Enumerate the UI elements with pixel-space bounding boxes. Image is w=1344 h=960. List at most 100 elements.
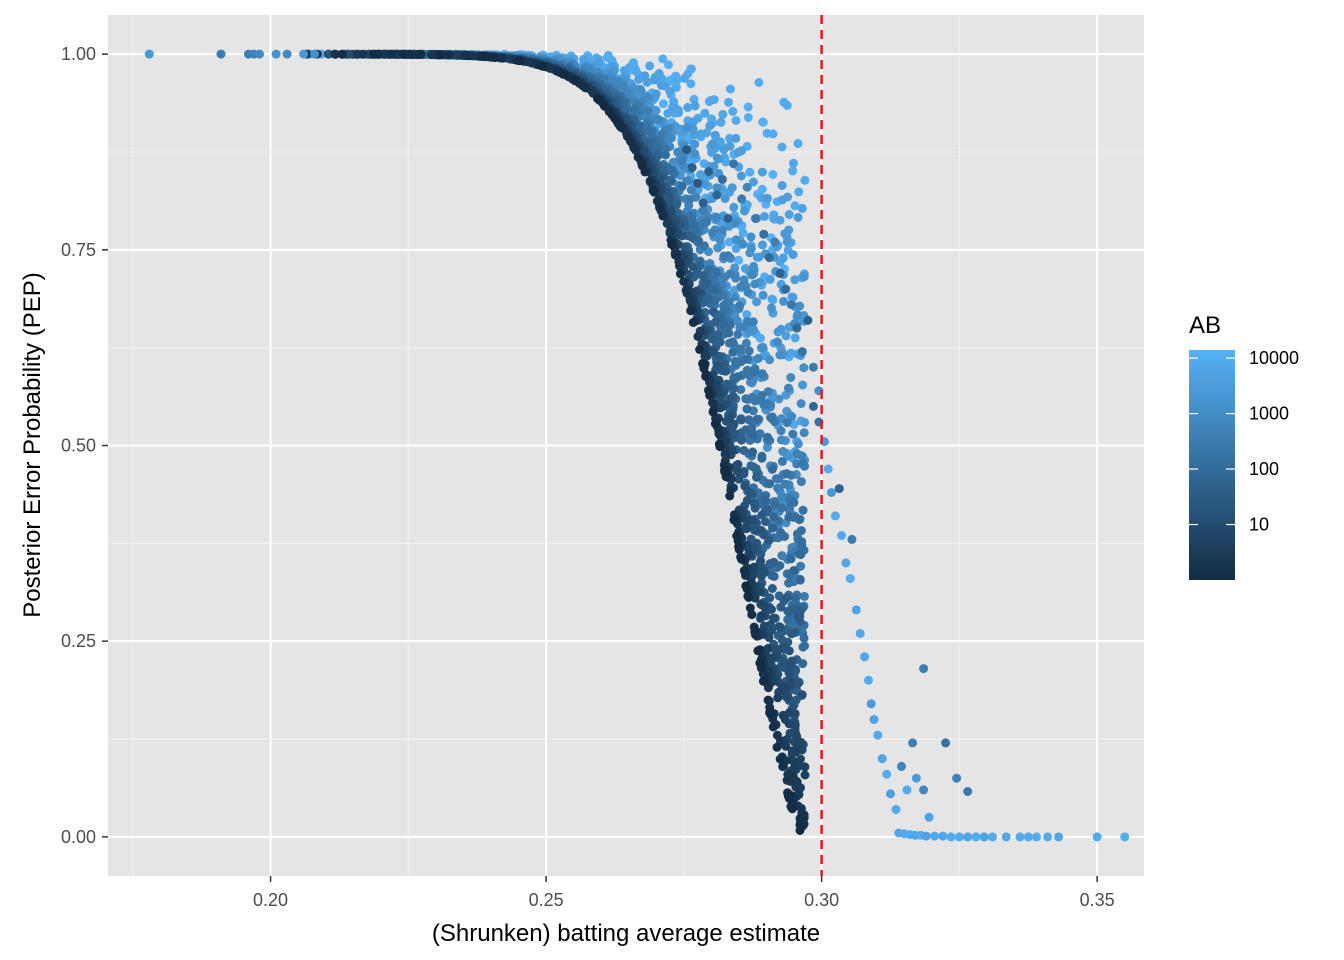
data-point	[593, 58, 603, 68]
data-point	[688, 261, 698, 271]
data-point	[664, 60, 673, 70]
data-point	[724, 328, 734, 338]
data-point	[851, 605, 861, 615]
data-point	[720, 467, 730, 477]
data-point	[444, 50, 454, 60]
data-point	[750, 367, 759, 377]
data-point	[728, 106, 738, 116]
data-point	[799, 633, 809, 643]
data-point	[783, 774, 793, 784]
data-point	[877, 754, 887, 764]
data-point	[796, 399, 806, 409]
data-point	[710, 130, 720, 140]
data-point	[784, 668, 794, 678]
data-point	[727, 183, 737, 193]
data-point	[770, 237, 780, 247]
data-point	[690, 149, 700, 159]
data-point	[765, 479, 774, 489]
data-point	[1023, 832, 1033, 842]
data-point	[823, 464, 833, 474]
data-point	[744, 415, 754, 425]
data-point	[979, 832, 989, 842]
data-point	[743, 591, 753, 601]
data-point	[924, 812, 934, 822]
data-point	[619, 81, 628, 91]
data-point	[800, 418, 810, 427]
data-point	[776, 528, 786, 537]
data-point	[658, 211, 668, 221]
y-tick-label: 0.75	[61, 240, 96, 260]
data-point	[672, 200, 681, 210]
data-point	[897, 761, 906, 771]
data-point	[795, 301, 805, 311]
data-point	[729, 515, 739, 525]
data-point	[789, 158, 798, 168]
data-point	[681, 286, 691, 295]
data-point	[732, 531, 742, 541]
data-point	[777, 551, 787, 561]
data-point	[742, 182, 752, 192]
data-point	[645, 61, 655, 71]
data-point	[779, 97, 789, 107]
data-point	[683, 102, 693, 112]
data-point	[794, 187, 804, 197]
data-point	[673, 105, 683, 115]
data-point	[770, 499, 780, 509]
data-point	[763, 193, 772, 203]
data-point	[737, 435, 747, 445]
data-point	[793, 212, 803, 222]
color-legend: AB 10 100 1000 10000	[1189, 312, 1299, 580]
data-point	[736, 414, 746, 424]
data-point	[798, 505, 808, 515]
data-point	[700, 351, 710, 361]
data-point	[780, 479, 790, 489]
data-point	[714, 154, 723, 164]
x-tick-label: 0.35	[1080, 890, 1115, 910]
data-point	[774, 394, 784, 404]
data-point	[712, 212, 722, 222]
data-point	[946, 832, 956, 842]
data-point	[747, 270, 757, 280]
data-point	[671, 83, 681, 92]
legend-tick-label: 10	[1249, 515, 1269, 535]
data-point	[144, 49, 154, 59]
data-point	[869, 715, 879, 724]
data-point	[1054, 832, 1064, 842]
data-point	[800, 175, 810, 185]
data-point	[464, 51, 474, 61]
data-point	[539, 61, 549, 71]
data-point	[700, 108, 710, 118]
data-point	[736, 385, 746, 395]
data-point	[756, 600, 766, 610]
data-point	[712, 267, 722, 277]
data-point	[736, 282, 746, 292]
data-point	[886, 789, 895, 799]
data-point	[781, 692, 791, 702]
data-point	[759, 229, 769, 239]
data-point	[767, 570, 777, 580]
data-point	[768, 129, 778, 139]
data-point	[736, 344, 746, 354]
data-point	[781, 284, 791, 294]
data-point	[793, 679, 803, 689]
data-point	[640, 167, 650, 177]
data-point	[784, 512, 794, 522]
data-point	[790, 333, 800, 343]
data-point	[399, 49, 409, 59]
data-point	[782, 469, 792, 479]
data-point	[753, 354, 763, 363]
data-point	[760, 567, 769, 577]
data-point	[698, 206, 708, 215]
data-point	[271, 49, 281, 59]
data-point	[783, 791, 793, 801]
data-point	[1001, 832, 1011, 842]
data-point	[662, 219, 672, 229]
data-point	[768, 464, 778, 474]
data-point	[743, 113, 753, 122]
data-point	[691, 270, 701, 280]
data-point	[685, 296, 695, 306]
data-point	[790, 593, 800, 603]
data-point	[330, 49, 340, 59]
data-point	[789, 566, 799, 575]
data-point	[435, 50, 445, 60]
